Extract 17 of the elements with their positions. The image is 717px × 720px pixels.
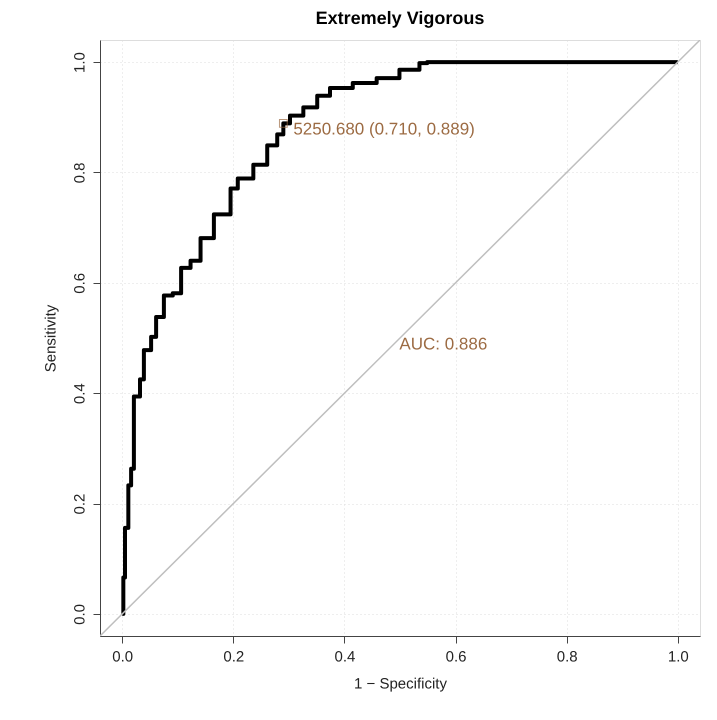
x-tick-label: 0.8 [556,648,578,666]
y-tick-label: 1.0 [72,52,88,74]
x-axis-title: 1 − Specificity [354,676,448,692]
y-tick-label: 0.4 [72,383,88,404]
x-tick-label: 0.2 [223,648,244,666]
y-tick-label: 0.6 [72,272,88,294]
annotation: 5250.680 (0.710, 0.889) [293,119,475,138]
chart-title: Extremely Vigorous [316,8,484,28]
x-tick-label: 0.0 [112,648,134,666]
x-tick-label: 0.4 [334,648,356,666]
x-tick-label: 1.0 [668,648,689,666]
y-axis-title: Sensitivity [42,304,60,372]
y-tick-label: 0.0 [72,604,88,625]
x-tick-label: 0.6 [446,648,466,666]
annotation: AUC: 0.886 [399,334,488,354]
y-tick-label: 0.2 [72,494,88,514]
y-tick-label: 0.8 [72,162,88,184]
